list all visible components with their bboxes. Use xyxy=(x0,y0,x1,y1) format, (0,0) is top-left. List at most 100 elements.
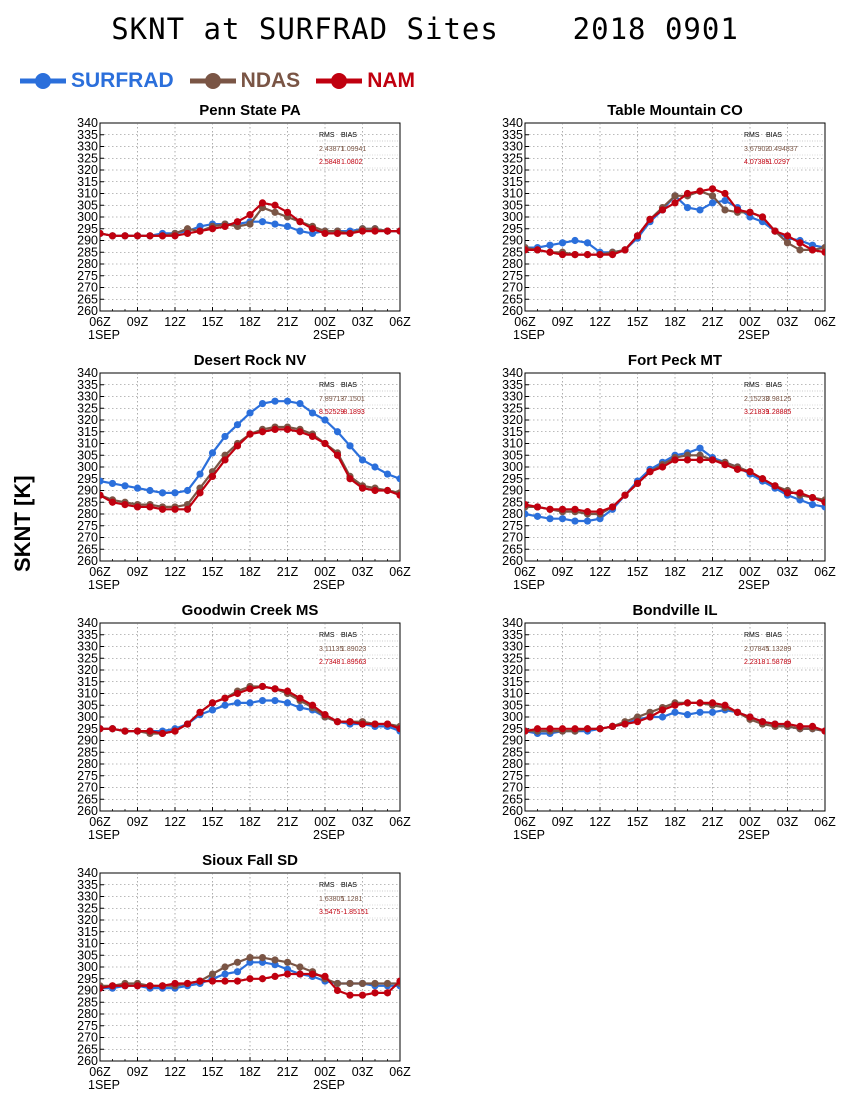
data-point-nam xyxy=(696,187,704,195)
data-point-nam xyxy=(296,428,304,436)
stats-header-rms: RMS xyxy=(319,132,335,139)
y-tick-label: 270 xyxy=(77,781,98,795)
legend: SURFRAD NDAS NAM xyxy=(18,66,429,96)
data-point-nam xyxy=(571,505,579,513)
x-tick-label: 06Z xyxy=(814,815,836,829)
x-tick-label: 06Z xyxy=(89,565,111,579)
y-tick-label: 325 xyxy=(502,401,523,415)
data-point-nam xyxy=(546,248,554,256)
x-tick-label: 18Z xyxy=(664,565,686,579)
data-point-nam xyxy=(546,725,554,733)
data-point-surfrad xyxy=(683,711,692,719)
stats-bias-ndas: 1.89023 xyxy=(341,646,366,653)
y-tick-label: 290 xyxy=(77,734,98,748)
stats-rms-ndas: 7.89713 xyxy=(319,396,344,403)
data-point-nam xyxy=(246,975,254,983)
x-tick-label: 15Z xyxy=(202,315,224,329)
data-point-nam xyxy=(683,456,692,464)
y-tick-label: 260 xyxy=(502,304,523,318)
data-point-nam xyxy=(583,251,592,259)
stats-header-bias: BIAS xyxy=(341,632,357,639)
y-tick-label: 315 xyxy=(77,925,98,939)
data-point-nam xyxy=(308,701,317,709)
data-point-nam xyxy=(171,232,179,240)
data-point-surfrad xyxy=(708,199,717,207)
y-tick-label: 320 xyxy=(77,163,98,177)
stats-header-bias: BIAS xyxy=(766,132,782,139)
y-tick-label: 310 xyxy=(77,687,98,701)
y-tick-label: 315 xyxy=(502,425,523,439)
stats-header-rms: RMS xyxy=(319,382,335,389)
data-point-nam xyxy=(296,218,304,226)
x-tick-label: 15Z xyxy=(202,1065,224,1079)
y-tick-label: 330 xyxy=(77,390,98,404)
y-tick-label: 260 xyxy=(502,554,523,568)
y-tick-label: 280 xyxy=(502,757,523,771)
data-point-nam xyxy=(333,229,342,238)
data-point-surfrad xyxy=(558,515,567,523)
data-point-surfrad xyxy=(258,399,267,408)
data-point-nam xyxy=(546,505,554,513)
data-point-nam xyxy=(121,982,129,990)
y-tick-label: 330 xyxy=(77,890,98,904)
x-tick-label: 12Z xyxy=(589,565,611,579)
data-point-nam xyxy=(333,986,342,995)
panel-title: Bondville IL xyxy=(632,602,717,619)
y-tick-label: 320 xyxy=(502,163,523,177)
y-tick-label: 340 xyxy=(77,616,98,630)
data-point-ndas xyxy=(383,979,392,988)
data-point-nam xyxy=(533,725,542,733)
x-date-label: 1SEP xyxy=(88,1078,120,1092)
data-point-nam xyxy=(808,493,817,502)
x-tick-label: 09Z xyxy=(127,565,149,579)
data-point-nam xyxy=(708,699,717,707)
data-point-nam xyxy=(158,982,167,990)
x-tick-label: 21Z xyxy=(277,315,299,329)
stats-bias-nam: 1.58789 xyxy=(766,659,791,666)
data-point-nam xyxy=(271,972,279,981)
data-point-nam xyxy=(783,720,792,728)
y-tick-label: 335 xyxy=(77,878,98,892)
y-tick-label: 330 xyxy=(502,140,523,154)
data-point-nam xyxy=(396,725,400,733)
data-point-surfrad xyxy=(296,399,304,408)
y-tick-label: 265 xyxy=(502,792,523,806)
data-point-nam xyxy=(321,439,329,448)
data-point-nam xyxy=(796,239,804,247)
data-point-nam xyxy=(671,701,679,709)
y-tick-label: 270 xyxy=(502,281,523,295)
y-tick-label: 295 xyxy=(77,472,98,486)
data-point-nam xyxy=(533,503,542,511)
data-point-nam xyxy=(196,227,204,235)
stats-rms-nam: 8.52529 xyxy=(319,409,344,416)
y-tick-label: 290 xyxy=(502,734,523,748)
x-tick-label: 06Z xyxy=(89,315,111,329)
y-tick-label: 280 xyxy=(77,507,98,521)
data-point-nam xyxy=(208,472,217,480)
y-tick-label: 330 xyxy=(502,390,523,404)
data-point-nam xyxy=(525,727,529,735)
data-point-nam xyxy=(358,720,367,728)
data-point-nam xyxy=(396,491,400,499)
stats-rms-ndas: 2.43871 xyxy=(319,146,344,153)
stats-rms-nam: 3.5475 xyxy=(319,909,341,916)
y-tick-label: 305 xyxy=(77,698,98,712)
x-tick-label: 03Z xyxy=(352,815,374,829)
data-point-nam xyxy=(296,694,304,702)
data-point-ndas xyxy=(246,220,254,228)
data-point-nam xyxy=(621,246,629,254)
x-tick-label: 21Z xyxy=(277,815,299,829)
data-point-surfrad xyxy=(558,239,567,247)
y-tick-label: 280 xyxy=(77,257,98,271)
data-point-ndas xyxy=(721,206,729,214)
data-point-nam xyxy=(821,248,825,256)
panel-table-mountain-co: Table Mountain CO 26026527027528028529029… xyxy=(502,102,836,342)
data-point-nam xyxy=(283,687,292,695)
legend-label-ndas: NDAS xyxy=(240,69,301,92)
data-point-surfrad xyxy=(158,489,167,497)
y-tick-label: 275 xyxy=(77,769,98,783)
x-date-label: 1SEP xyxy=(513,578,545,592)
stats-bias-nam: -1.85151 xyxy=(341,909,369,916)
data-point-nam xyxy=(721,461,729,469)
data-point-nam xyxy=(271,425,279,433)
